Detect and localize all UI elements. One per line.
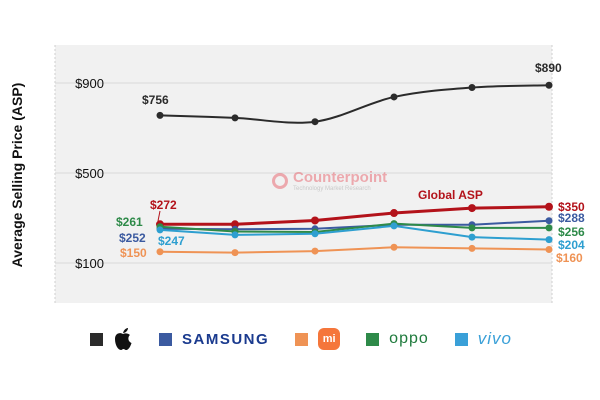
legend-label-oppo: oppo <box>389 330 429 347</box>
legend-item-vivo: vivo <box>454 329 512 349</box>
data-point-xiaomi <box>390 243 398 251</box>
data-point-global-asp <box>545 202 553 211</box>
watermark-name: Counterpoint <box>293 169 388 186</box>
data-label-global-asp-last: $350 <box>558 200 585 214</box>
y-tick-label: $500 <box>75 166 104 181</box>
data-point-vivo <box>231 231 239 239</box>
svg-text:Average Selling Price (ASP): Average Selling Price (ASP) <box>9 83 25 268</box>
data-point-vivo <box>311 230 319 238</box>
xiaomi-logo-icon: mi <box>318 328 341 350</box>
gridlines <box>55 82 552 264</box>
data-label-apple-last: $890 <box>535 61 562 75</box>
data-label-xiaomi-last: $160 <box>556 251 583 265</box>
data-point-apple <box>311 118 319 126</box>
data-point-vivo <box>468 233 476 241</box>
data-point-vivo <box>390 222 398 230</box>
data-point-global-asp <box>468 204 476 213</box>
data-point-vivo <box>156 226 164 234</box>
y-axis-label: Average Selling Price (ASP) <box>9 83 25 268</box>
global-asp-leader-line <box>157 210 161 222</box>
legend-item-samsung: SAMSUNG <box>159 331 269 348</box>
data-point-xiaomi <box>545 246 553 253</box>
data-label-vivo-last: $204 <box>558 238 585 252</box>
series-line-samsung <box>159 219 550 231</box>
data-label-xiaomi-first: $150 <box>120 246 147 260</box>
y-axis-ticks: $900 $500 $100 <box>75 76 104 271</box>
watermark-subtitle: Technology Market Research <box>293 186 371 192</box>
data-point-xiaomi <box>156 248 164 256</box>
legend-label-vivo: vivo <box>477 329 512 348</box>
legend-item-xiaomi: mi <box>295 328 341 350</box>
annotation-global-asp: Global ASP <box>418 188 483 202</box>
data-label-apple-first: $756 <box>142 93 169 107</box>
data-point-apple <box>390 93 398 101</box>
legend-item-apple <box>90 327 133 351</box>
counterpoint-logo-icon <box>272 173 288 189</box>
data-point-samsung <box>545 217 553 225</box>
counterpoint-watermark: Counterpoint Technology Market Research <box>272 170 387 192</box>
data-point-oppo <box>468 224 476 232</box>
data-label-vivo-first: $247 <box>158 234 185 248</box>
apple-logo-icon <box>115 328 132 350</box>
series-line-global-asp <box>160 205 550 226</box>
y-tick-label: $100 <box>75 256 104 271</box>
legend-swatch-samsung <box>159 332 172 346</box>
series-lines <box>156 81 553 257</box>
data-point-global-asp <box>231 220 239 229</box>
data-point-vivo <box>545 236 553 244</box>
data-label-samsung-first: $252 <box>119 231 146 245</box>
legend-swatch-apple <box>90 332 103 346</box>
data-point-xiaomi <box>311 247 319 255</box>
series-line-apple <box>159 84 550 124</box>
data-point-apple <box>156 111 164 119</box>
data-label-samsung-last: $288 <box>558 211 585 225</box>
data-point-global-asp <box>311 216 319 225</box>
data-point-global-asp <box>390 209 398 218</box>
data-label-oppo-first: $261 <box>116 215 143 229</box>
data-label-global-asp-first: $272 <box>150 198 177 212</box>
legend-swatch-vivo <box>454 332 468 346</box>
data-label-oppo-last: $256 <box>558 225 585 239</box>
legend-label-samsung: SAMSUNG <box>182 330 270 348</box>
data-point-apple <box>468 84 476 91</box>
series-line-vivo <box>159 224 550 241</box>
data-labels: $756 $890 $272 $350 $252 $288 $261 $256 $247 $204… <box>116 61 585 265</box>
legend: SAMSUNG mi oppo vivo <box>90 326 560 352</box>
data-point-xiaomi <box>468 244 476 252</box>
data-point-apple <box>545 81 553 89</box>
chart-area: $900 $500 $100 $756 $890 $272 $350 $252 $288 $26… <box>54 45 585 303</box>
data-point-xiaomi <box>231 249 239 257</box>
data-point-apple <box>231 114 239 122</box>
y-tick-label: $900 <box>75 76 104 91</box>
series-line-xiaomi <box>159 246 550 254</box>
legend-item-oppo: oppo <box>366 330 429 348</box>
legend-swatch-oppo <box>366 332 380 346</box>
data-point-oppo <box>545 224 553 232</box>
series-line-oppo <box>159 222 549 233</box>
legend-swatch-xiaomi <box>295 332 309 346</box>
